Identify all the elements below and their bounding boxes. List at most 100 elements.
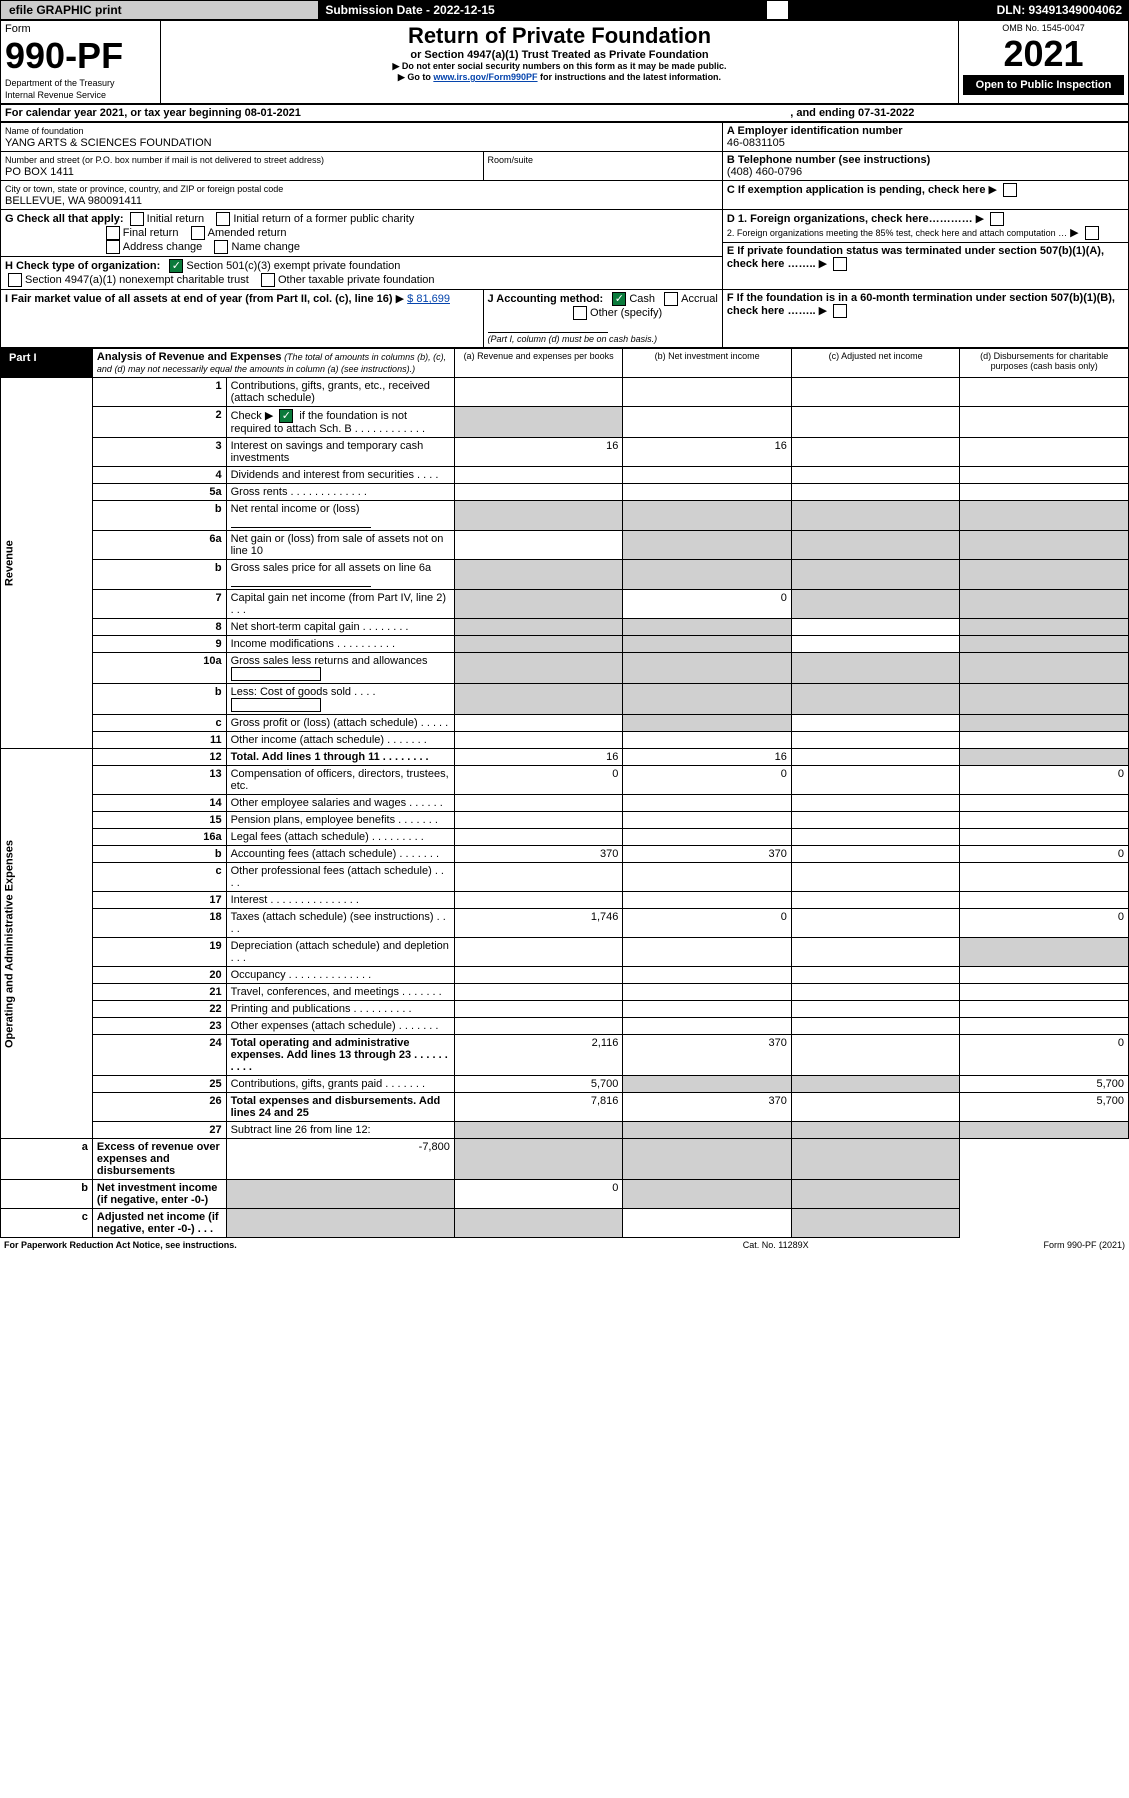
table-row: 21Travel, conferences, and meetings . . … <box>1 984 1129 1001</box>
cell-a <box>454 378 623 407</box>
cell-b <box>623 560 792 590</box>
c-checkbox[interactable] <box>1003 183 1017 197</box>
row-number: b <box>92 846 226 863</box>
footer-left: For Paperwork Reduction Act Notice, see … <box>0 1238 672 1252</box>
d2-checkbox[interactable] <box>1085 226 1099 240</box>
row-number: a <box>1 1139 93 1180</box>
open-public: Open to Public Inspection <box>963 75 1124 95</box>
h-4947-checkbox[interactable] <box>8 273 22 287</box>
row-number: 18 <box>92 909 226 938</box>
topbar: efile GRAPHIC print Submission Date - 20… <box>0 0 1129 20</box>
h-other-checkbox[interactable] <box>261 273 275 287</box>
row-text: Occupancy . . . . . . . . . . . . . . <box>226 967 454 984</box>
cell-d <box>960 732 1129 749</box>
g-initial-checkbox[interactable] <box>130 212 144 226</box>
table-row: bNet investment income (if negative, ent… <box>1 1180 1129 1209</box>
g-address-checkbox[interactable] <box>106 240 120 254</box>
table-row: 19Depreciation (attach schedule) and dep… <box>1 938 1129 967</box>
cell-c <box>791 636 960 653</box>
cell-b <box>623 467 792 484</box>
cell-c <box>791 938 960 967</box>
table-row: 10a Gross sales less returns and allowan… <box>1 653 1129 684</box>
g-opt-3: Amended return <box>208 227 287 239</box>
cell-b: 0 <box>454 1180 623 1209</box>
irs-link[interactable]: www.irs.gov/Form990PF <box>433 72 537 82</box>
form-word: Form <box>5 23 31 35</box>
i-label: I Fair market value of all assets at end… <box>5 293 393 305</box>
row-number: 3 <box>92 438 226 467</box>
table-row: cOther professional fees (attach schedul… <box>1 863 1129 892</box>
g-amended-checkbox[interactable] <box>191 226 205 240</box>
row-number: 6a <box>92 531 226 560</box>
g-name-checkbox[interactable] <box>214 240 228 254</box>
cell-a <box>454 484 623 501</box>
part1-table: Part I Analysis of Revenue and Expenses … <box>0 348 1129 1238</box>
table-row: 15Pension plans, employee benefits . . .… <box>1 812 1129 829</box>
cell-c <box>791 560 960 590</box>
cell-c <box>623 1180 792 1209</box>
cell-a: 5,700 <box>454 1076 623 1093</box>
d1-checkbox[interactable] <box>990 212 1004 226</box>
f-checkbox[interactable] <box>833 304 847 318</box>
cell-c <box>791 795 960 812</box>
calendar-year-end: , and ending 07-31-2022 <box>786 105 1128 122</box>
row-text: Other employee salaries and wages . . . … <box>226 795 454 812</box>
d1-label: D 1. Foreign organizations, check here……… <box>727 213 973 225</box>
row-number: b <box>92 684 226 715</box>
cell-b <box>623 1018 792 1035</box>
table-row: cGross profit or (loss) (attach schedule… <box>1 715 1129 732</box>
g-opt-0: Initial return <box>147 213 204 225</box>
table-row: bGross sales price for all assets on lin… <box>1 560 1129 590</box>
cell-a <box>454 619 623 636</box>
row-text: Gross sales less returns and allowances <box>226 653 454 684</box>
row-text: Contributions, gifts, grants, etc., rece… <box>226 378 454 407</box>
g-final-checkbox[interactable] <box>106 226 120 240</box>
row-text: Other income (attach schedule) . . . . .… <box>226 732 454 749</box>
cell-c <box>623 1139 792 1180</box>
j-cash-checkbox[interactable] <box>612 292 626 306</box>
cell-c <box>791 715 960 732</box>
schb-checkbox[interactable] <box>279 409 293 423</box>
efile-print-button[interactable]: efile GRAPHIC print <box>1 1 319 20</box>
row-number: 5a <box>92 484 226 501</box>
cell-d <box>960 984 1129 1001</box>
revenue-section-label: Revenue <box>1 378 93 749</box>
row-text: Legal fees (attach schedule) . . . . . .… <box>226 829 454 846</box>
cell-b: 0 <box>623 590 792 619</box>
cell-a <box>454 1018 623 1035</box>
room-label: Room/suite <box>488 155 534 165</box>
cell-a <box>454 501 623 531</box>
cell-a <box>454 863 623 892</box>
h-501c3-checkbox[interactable] <box>169 259 183 273</box>
row-number: 7 <box>92 590 226 619</box>
cell-b <box>623 892 792 909</box>
g-opt-4: Address change <box>123 241 203 253</box>
cell-b <box>623 1122 792 1139</box>
table-row: 5aGross rents . . . . . . . . . . . . . <box>1 484 1129 501</box>
ein-value: 46-0831105 <box>727 137 785 149</box>
phone-value: (408) 460-0796 <box>727 166 802 178</box>
table-row: Operating and Administrative Expenses12T… <box>1 749 1129 766</box>
row-number: b <box>92 501 226 531</box>
e-checkbox[interactable] <box>833 257 847 271</box>
j-other-checkbox[interactable] <box>573 306 587 320</box>
row-text: Depreciation (attach schedule) and deple… <box>226 938 454 967</box>
row-text: Total. Add lines 1 through 11 . . . . . … <box>226 749 454 766</box>
col-c-header: (c) Adjusted net income <box>791 349 960 378</box>
cell-a <box>226 1209 454 1238</box>
i-value[interactable]: $ 81,699 <box>407 293 450 305</box>
g-initial-former-checkbox[interactable] <box>216 212 230 226</box>
row-text: Excess of revenue over expenses and disb… <box>92 1139 226 1180</box>
cell-c <box>791 684 960 715</box>
cell-d: 0 <box>960 909 1129 938</box>
cell-d <box>960 715 1129 732</box>
cell-b <box>623 636 792 653</box>
cell-c <box>791 438 960 467</box>
table-row: 22Printing and publications . . . . . . … <box>1 1001 1129 1018</box>
cell-b <box>623 1001 792 1018</box>
cell-c <box>791 909 960 938</box>
cell-b <box>623 378 792 407</box>
j-accrual-checkbox[interactable] <box>664 292 678 306</box>
cell-c <box>791 967 960 984</box>
row-text: Compensation of officers, directors, tru… <box>226 766 454 795</box>
